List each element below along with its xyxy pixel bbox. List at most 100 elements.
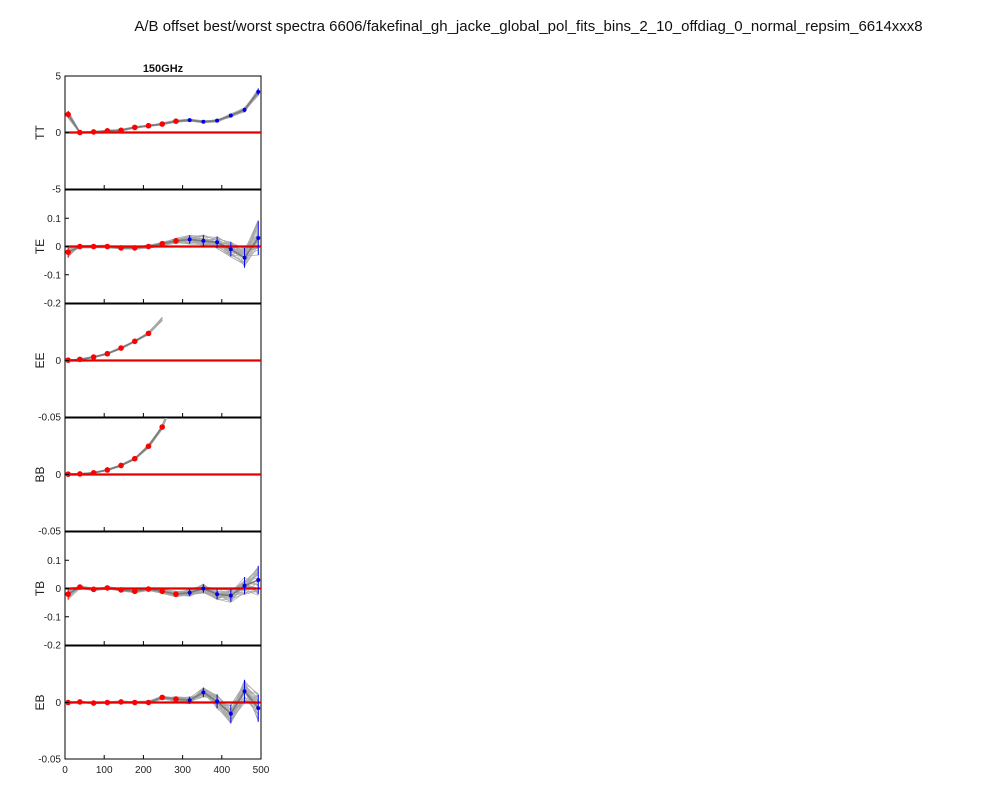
data-point-red [131, 455, 138, 462]
data-point-blue [242, 107, 247, 112]
data-point-red [118, 462, 124, 469]
y-tick-label: -0.05 [38, 527, 61, 538]
data-point-blue [215, 592, 220, 597]
data-point-red [90, 470, 97, 476]
x-tick-label: 400 [213, 765, 230, 776]
data-point-red [173, 696, 179, 702]
y-axis-label: BB [33, 466, 47, 482]
panel-ee: 0 -0.05 EE [33, 303, 262, 424]
panel-tb: 0.1 0 -0.1 -0.2 TB [33, 531, 262, 652]
data-point-red [131, 245, 138, 251]
data-point-red [159, 588, 166, 595]
data-point-blue [256, 578, 261, 583]
data-point-red [145, 443, 152, 450]
y-tick-label: -0.2 [44, 641, 62, 652]
data-point-red [104, 128, 111, 134]
y-axis-label: TE [33, 239, 47, 254]
data-point-red [90, 586, 97, 593]
data-point-red [131, 338, 138, 345]
data-point-blue [187, 698, 192, 703]
y-tick-label: 0 [55, 698, 61, 709]
panel-eb: 0 -0.05 EB [33, 645, 262, 766]
data-point-blue [187, 590, 192, 595]
data-point-red [104, 467, 111, 473]
data-point-red [77, 471, 83, 477]
data-point-blue [215, 240, 220, 245]
data-point-red [77, 243, 83, 250]
data-point-red [173, 118, 179, 124]
x-tick-label: 200 [135, 765, 152, 776]
data-point-red [159, 424, 166, 430]
data-point-red [104, 243, 111, 250]
data-point-red [159, 240, 166, 247]
x-tick-label: 500 [253, 765, 270, 776]
data-point-red [145, 122, 152, 129]
y-axis-label: TT [33, 125, 47, 140]
data-point-red [118, 699, 124, 705]
data-point-red [131, 588, 138, 595]
x-tick-label: 0 [62, 765, 68, 776]
data-point-blue [201, 586, 206, 591]
data-point-red [118, 245, 124, 251]
data-point-red [145, 330, 152, 337]
data-point-red [118, 345, 124, 351]
data-point-red [90, 243, 97, 250]
data-point-red [77, 356, 83, 363]
data-point-red [159, 121, 166, 127]
data-point-red [104, 585, 111, 591]
data-point-red [118, 587, 124, 593]
data-point-red [90, 700, 97, 706]
data-point-blue [228, 593, 233, 598]
data-point-blue [228, 711, 233, 716]
panel-bb: 0 -0.05 BB [33, 417, 262, 538]
data-point-red [145, 586, 152, 592]
y-tick-label: -0.1 [44, 270, 62, 281]
y-tick-label: 0 [55, 242, 61, 253]
data-point-blue [242, 255, 247, 260]
y-tick-label: 5 [55, 72, 61, 83]
data-point-red [159, 694, 166, 701]
data-point-red [90, 129, 97, 135]
y-tick-label: 0.1 [47, 556, 61, 567]
data-point-blue [256, 89, 261, 94]
data-point-red [77, 699, 83, 705]
data-point-blue [242, 583, 247, 588]
y-axis-label: EB [33, 694, 47, 710]
panel-title: 150GHz [143, 63, 184, 75]
data-point-blue [228, 113, 233, 118]
data-point-red [104, 699, 111, 706]
data-point-red [131, 699, 138, 706]
data-point-red [131, 124, 138, 131]
y-tick-label: 0 [55, 470, 61, 481]
panel-te: 0.1 0 -0.1 -0.2 TE [33, 189, 262, 310]
data-point-red [77, 584, 83, 590]
x-tick-label: 100 [96, 765, 113, 776]
y-tick-label: 0 [55, 356, 61, 367]
data-point-red [65, 111, 71, 118]
y-tick-label: -0.1 [44, 612, 62, 623]
data-point-blue [242, 689, 247, 694]
y-axis-label: EE [33, 352, 47, 368]
data-point-blue [228, 247, 233, 252]
data-point-red [65, 249, 71, 255]
figure-title: A/B offset best/worst spectra 6606/fakef… [134, 18, 923, 35]
data-point-red [90, 354, 97, 360]
y-tick-label: -5 [52, 185, 61, 196]
data-point-blue [187, 237, 192, 242]
y-axis-label: TB [33, 581, 47, 596]
y-tick-label: -0.2 [44, 299, 62, 310]
data-point-blue [215, 118, 220, 123]
data-point-red [173, 591, 179, 597]
data-point-red [173, 238, 179, 244]
y-tick-label: 0 [55, 584, 61, 595]
y-tick-label: -0.05 [38, 755, 61, 766]
data-point-blue [201, 238, 206, 243]
data-point-red [77, 129, 83, 136]
data-point-red [145, 699, 152, 706]
data-point-blue [256, 706, 261, 711]
x-tick-label: 300 [174, 765, 191, 776]
data-point-red [145, 243, 152, 250]
panel-tt: 5 0 -5 TT [33, 72, 262, 196]
data-point-blue [187, 118, 192, 123]
